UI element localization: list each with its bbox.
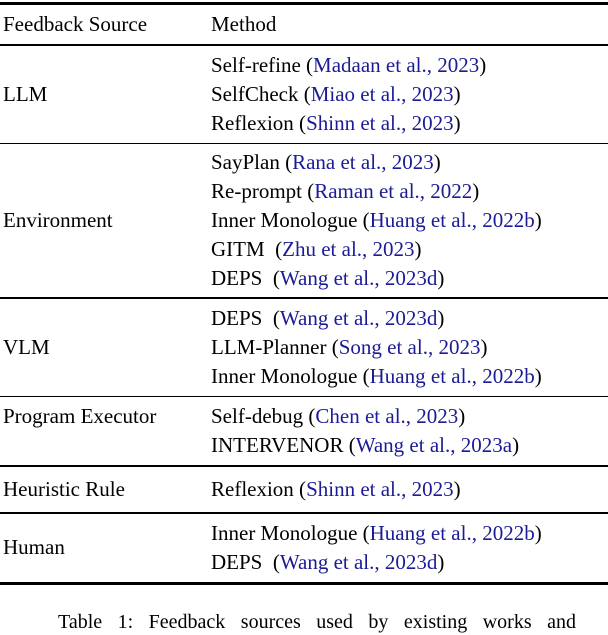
- method-close-paren: ): [480, 334, 488, 359]
- method-close-paren: ): [534, 363, 542, 388]
- method-close-paren: ): [437, 305, 445, 330]
- citation-link[interactable]: Shinn et al., 2023: [306, 110, 454, 135]
- methods-cell: Inner Monologue (Huang et al., 2022b) DEP…: [211, 519, 608, 577]
- citation-link[interactable]: Chen et al., 2023: [315, 404, 459, 429]
- method-name: LLM-Planner (: [211, 334, 339, 359]
- table-bottom-rule: [0, 581, 608, 585]
- feedback-source-cell: Program Executor: [3, 404, 157, 429]
- method-line: Inner Monologue (Huang et al., 2022b): [211, 206, 608, 235]
- feedback-source-cell: VLM: [3, 334, 50, 359]
- method-close-paren: ): [479, 52, 487, 77]
- method-line: SayPlan (Rana et al., 2023): [211, 148, 608, 177]
- method-name: SelfCheck (: [211, 81, 311, 106]
- citation-link[interactable]: Huang et al., 2022b: [369, 208, 535, 233]
- method-name: GITM (: [211, 237, 283, 262]
- method-close-paren: ): [453, 81, 461, 106]
- method-name: Reflexion (: [211, 110, 307, 135]
- table-section: Human Inner Monologue (Huang et al., 2022…: [0, 514, 608, 582]
- method-line: SelfCheck (Miao et al., 2023): [211, 80, 608, 109]
- table-section: Environment SayPlan (Rana et al., 2023) Re…: [0, 144, 608, 297]
- citation-link[interactable]: Huang et al., 2022b: [369, 520, 535, 545]
- methods-cell: DEPS (Wang et al., 2023d) LLM-Planner (So…: [211, 304, 608, 391]
- section-divider-rule: [0, 142, 608, 145]
- citation-link[interactable]: Wang et al., 2023d: [279, 549, 438, 574]
- method-close-paren: ): [472, 179, 480, 204]
- citation-link[interactable]: Song et al., 2023: [338, 334, 481, 359]
- method-name: Re-prompt (: [211, 179, 315, 204]
- method-close-paren: ): [437, 549, 445, 574]
- feedback-source-cell: Environment: [3, 208, 113, 233]
- table-top-rule: [0, 2, 608, 5]
- citation-link[interactable]: Huang et al., 2022b: [369, 363, 535, 388]
- table-section: LLM Self-refine (Madaan et al., 2023) Self…: [0, 46, 608, 143]
- method-close-paren: ): [433, 150, 441, 175]
- method-line: LLM-Planner (Song et al., 2023): [211, 333, 608, 362]
- method-name: SayPlan (: [211, 150, 293, 175]
- section-divider-rule: [0, 511, 608, 514]
- method-line: Re-prompt (Raman et al., 2022): [211, 177, 608, 206]
- method-close-paren: ): [458, 404, 466, 429]
- table-header-row: Feedback Source Method: [0, 5, 608, 44]
- method-line: DEPS (Wang et al., 2023d): [211, 304, 608, 333]
- method-close-paren: ): [453, 110, 461, 135]
- methods-cell: SayPlan (Rana et al., 2023) Re-prompt (Ra…: [211, 148, 608, 293]
- header-method: Method: [211, 12, 277, 36]
- section-divider-rule: [0, 395, 608, 398]
- header-rule: [0, 44, 608, 46]
- method-line: Reflexion (Shinn et al., 2023): [211, 475, 608, 504]
- method-close-paren: ): [534, 208, 542, 233]
- citation-link[interactable]: Zhu et al., 2023: [282, 237, 415, 262]
- method-line: GITM (Zhu et al., 2023): [211, 235, 608, 264]
- method-name: Self-debug (: [211, 404, 316, 429]
- table-caption: Table 1: Feedback sources used by existi…: [58, 610, 576, 633]
- method-line: DEPS (Wang et al., 2023d): [211, 264, 608, 293]
- citation-link[interactable]: Wang et al., 2023d: [279, 305, 438, 330]
- citation-link[interactable]: Shinn et al., 2023: [306, 476, 454, 501]
- method-name: DEPS (: [211, 266, 280, 291]
- feedback-source-cell: LLM: [3, 81, 48, 106]
- method-line: DEPS (Wang et al., 2023d): [211, 548, 608, 577]
- method-line: Self-refine (Madaan et al., 2023): [211, 51, 608, 80]
- citation-link[interactable]: Madaan et al., 2023: [313, 52, 480, 77]
- header-feedback-source: Feedback Source: [3, 12, 148, 36]
- methods-cell: Self-refine (Madaan et al., 2023) SelfChe…: [211, 51, 608, 138]
- citation-link[interactable]: Miao et al., 2023: [310, 81, 454, 106]
- citation-link[interactable]: Wang et al., 2023a: [355, 433, 513, 458]
- method-line: Inner Monologue (Huang et al., 2022b): [211, 362, 608, 391]
- citation-link[interactable]: Raman et al., 2022: [314, 179, 473, 204]
- table-section: VLM DEPS (Wang et al., 2023d) LLM-Planner …: [0, 299, 608, 396]
- citation-link[interactable]: Rana et al., 2023: [292, 150, 434, 175]
- method-close-paren: ): [414, 237, 422, 262]
- section-divider-rule: [0, 297, 608, 299]
- method-name: Inner Monologue (: [211, 363, 370, 388]
- method-close-paren: ): [453, 476, 461, 501]
- method-name: DEPS (: [211, 549, 280, 574]
- method-close-paren: ): [534, 520, 542, 545]
- section-divider-rule: [0, 465, 608, 467]
- method-line: Self-debug (Chen et al., 2023): [211, 402, 608, 431]
- methods-cell: Self-debug (Chen et al., 2023) INTERVENOR…: [211, 402, 608, 460]
- method-close-paren: ): [437, 266, 445, 291]
- feedback-source-cell: Heuristic Rule: [3, 476, 125, 501]
- table-section: Heuristic Rule Reflexion (Shinn et al., 2…: [0, 467, 608, 512]
- method-line: INTERVENOR (Wang et al., 2023a): [211, 431, 608, 460]
- method-name: Reflexion (: [211, 476, 307, 501]
- method-name: Inner Monologue (: [211, 208, 370, 233]
- table-section: Program Executor Self-debug (Chen et al.,…: [0, 397, 608, 465]
- method-line: Inner Monologue (Huang et al., 2022b): [211, 519, 608, 548]
- table-body: LLM Self-refine (Madaan et al., 2023) Self…: [0, 46, 608, 582]
- method-name: Inner Monologue (: [211, 520, 370, 545]
- method-name: INTERVENOR (: [211, 433, 356, 458]
- feedback-source-cell: Human: [3, 535, 65, 560]
- method-name: DEPS (: [211, 305, 280, 330]
- methods-cell: Reflexion (Shinn et al., 2023): [211, 475, 608, 504]
- method-line: Reflexion (Shinn et al., 2023): [211, 109, 608, 138]
- method-close-paren: ): [512, 433, 520, 458]
- citation-link[interactable]: Wang et al., 2023d: [279, 266, 438, 291]
- method-name: Self-refine (: [211, 52, 314, 77]
